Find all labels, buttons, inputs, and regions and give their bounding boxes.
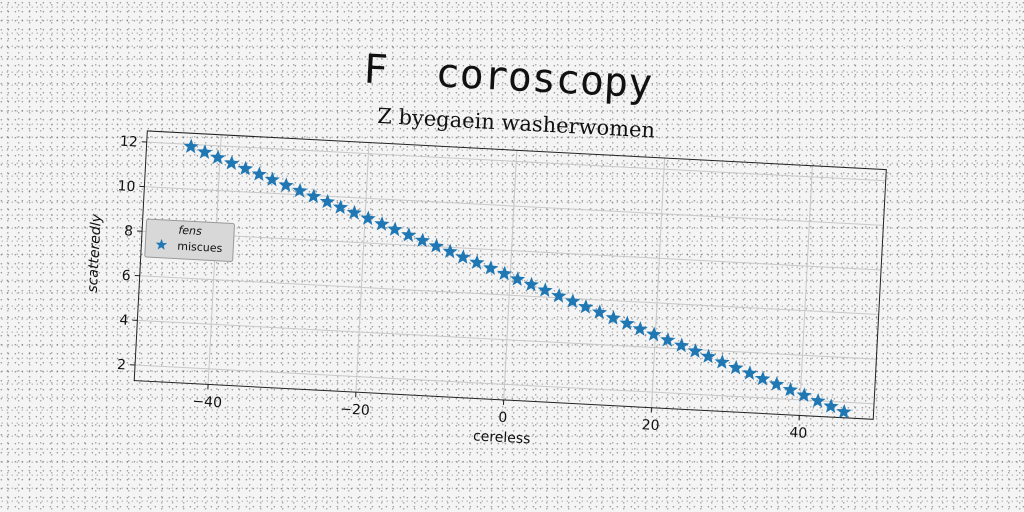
data-point xyxy=(823,398,839,414)
x-gridline xyxy=(798,165,813,416)
plot-group: Z byegaein washerwomen −40 −20 0 20 40 2 4 6 8 10… xyxy=(85,104,887,447)
data-point xyxy=(401,227,417,242)
data-point xyxy=(714,354,730,369)
data-point xyxy=(496,265,513,281)
data-point xyxy=(251,166,267,182)
chart-suptitle: F coroscopy xyxy=(362,46,653,107)
data-point xyxy=(742,365,758,380)
data-point xyxy=(224,155,240,170)
data-point xyxy=(509,271,526,287)
data-point xyxy=(414,232,431,248)
data-point xyxy=(237,160,254,176)
y-tick-label: 2 xyxy=(117,357,127,373)
data-point xyxy=(469,254,485,270)
x-tick-label: −20 xyxy=(340,401,370,419)
data-point xyxy=(537,282,553,298)
data-point xyxy=(183,138,199,154)
data-point xyxy=(700,348,717,364)
data-point xyxy=(810,392,826,408)
data-point xyxy=(332,199,349,215)
data-point xyxy=(836,403,852,419)
data-point xyxy=(455,249,471,264)
ticks-layer: −40 −20 0 20 40 2 4 6 8 10 12 xyxy=(117,134,808,442)
data-point xyxy=(591,304,608,320)
data-point xyxy=(387,221,403,237)
y-gridline xyxy=(137,319,877,360)
y-tick-label: 12 xyxy=(119,134,138,151)
data-point xyxy=(278,177,294,193)
data-point xyxy=(796,387,812,403)
data-point xyxy=(374,216,390,231)
data-point xyxy=(619,315,635,331)
legend: fens miscues xyxy=(144,218,235,262)
data-point xyxy=(782,381,799,397)
data-point xyxy=(632,321,648,336)
data-point xyxy=(728,359,744,375)
data-point xyxy=(360,210,376,226)
legend-box xyxy=(144,218,235,262)
y-tick-label: 6 xyxy=(121,268,131,284)
y-gridline xyxy=(144,186,884,226)
x-tick-label: 0 xyxy=(498,410,508,426)
data-point xyxy=(578,299,594,314)
data-point xyxy=(428,238,444,253)
data-point xyxy=(483,260,499,275)
data-point xyxy=(264,171,280,187)
data-point xyxy=(523,276,539,292)
x-gridline xyxy=(355,142,370,393)
data-point xyxy=(346,204,362,220)
y-gridline xyxy=(146,141,886,182)
y-tick-label: 4 xyxy=(119,312,129,328)
legend-marker xyxy=(155,238,168,250)
x-axis-label: cereless xyxy=(473,428,531,447)
data-point xyxy=(755,370,771,386)
data-point xyxy=(442,243,458,259)
data-point xyxy=(565,293,581,309)
x-tick-label: 40 xyxy=(789,425,808,442)
legend-entries: miscues xyxy=(155,238,223,255)
data-point xyxy=(551,287,567,303)
data-point xyxy=(660,332,676,347)
y-gridline xyxy=(142,230,882,271)
legend-title: fens xyxy=(178,224,202,238)
x-gridline xyxy=(503,150,518,400)
points-layer xyxy=(183,138,852,419)
data-point xyxy=(646,326,662,342)
y-tick-label: 10 xyxy=(117,178,136,195)
data-point xyxy=(306,188,322,204)
chart-title: Z byegaein washerwomen xyxy=(377,104,656,143)
legend-entry-label: miscues xyxy=(177,240,223,255)
x-tick-label: 20 xyxy=(641,417,660,434)
y-axis-label: scatteredly xyxy=(85,213,105,293)
data-point xyxy=(319,193,336,209)
grid-layer xyxy=(135,134,886,416)
y-gridline xyxy=(135,364,875,405)
x-tick-label: −40 xyxy=(192,394,222,412)
data-point xyxy=(605,310,621,325)
x-gridline xyxy=(651,158,666,408)
data-point xyxy=(687,343,703,358)
y-tick-label: 8 xyxy=(124,223,134,239)
data-point xyxy=(210,149,226,165)
data-point xyxy=(769,376,785,391)
data-point xyxy=(292,182,308,198)
data-point xyxy=(673,337,690,353)
y-gridline xyxy=(139,275,879,316)
data-point xyxy=(197,144,213,159)
